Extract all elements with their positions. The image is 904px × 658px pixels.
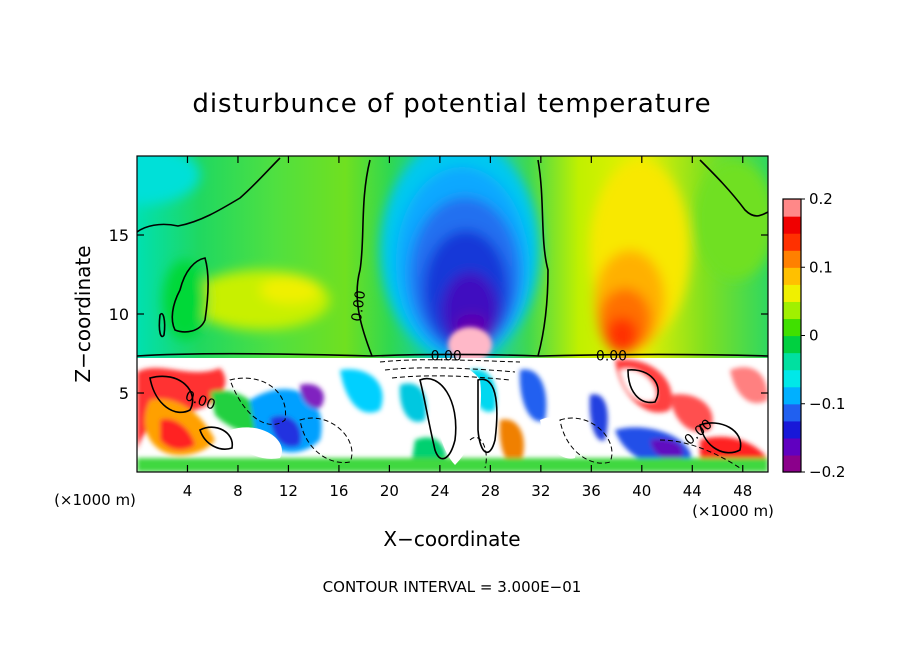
y-axis-ticks: 5 10 15 xyxy=(109,226,768,403)
colorbar-tick-label: 0.1 xyxy=(809,258,833,276)
colorbar-bin xyxy=(783,454,801,473)
x-tick-label: 12 xyxy=(279,482,298,500)
x-tick-label: 36 xyxy=(582,482,601,500)
x-axis-label: X−coordinate xyxy=(383,527,520,551)
colorbar: 0.2 0.1 0 −0.1 −0.2 xyxy=(782,190,845,481)
x-tick-label: 44 xyxy=(683,482,702,500)
colorbar-bin xyxy=(783,267,801,285)
contour-label: 0.00 xyxy=(596,349,627,365)
contour-interval-note: CONTOUR INTERVAL = 3.000E−01 xyxy=(323,578,582,596)
chart-title: disturbunce of potential temperature xyxy=(192,89,711,119)
y-tick-label: 15 xyxy=(109,226,129,245)
x-axis-ticks: 4 8 12 16 20 24 28 32 36 40 44 48 xyxy=(183,156,752,500)
colorbar-bin xyxy=(783,403,801,422)
colorbar-bin xyxy=(783,369,801,388)
colorbar-bin xyxy=(783,250,801,268)
colorbar-bin xyxy=(783,437,801,456)
y-tick-label: 5 xyxy=(119,384,129,403)
x-tick-label: 24 xyxy=(430,482,449,500)
colorbar-bin xyxy=(783,352,801,371)
contour-label: 0.00 xyxy=(349,290,369,323)
contour-lines-dashed xyxy=(229,359,741,469)
colorbar-tick-label: 0.2 xyxy=(809,190,833,208)
x-tick-label: 28 xyxy=(481,482,500,500)
contour-label: 0.00 xyxy=(431,349,462,365)
x-unit-left: (×1000 m) xyxy=(54,491,136,509)
x-tick-label: 4 xyxy=(183,482,193,500)
upper-blobs xyxy=(137,156,768,360)
plot-area: 0.000.00 0.000.000.00 xyxy=(137,156,768,472)
colorbar-bin xyxy=(783,284,801,302)
x-tick-label: 20 xyxy=(380,482,399,500)
colorbar-bin xyxy=(783,420,801,439)
colorbar-tick-label: 0 xyxy=(809,327,819,345)
x-tick-label: 48 xyxy=(733,482,752,500)
colorbar-bin xyxy=(783,216,801,234)
colorbar-bin xyxy=(783,233,801,251)
x-tick-label: 32 xyxy=(531,482,550,500)
colorbar-bin xyxy=(783,318,801,337)
colorbar-bin xyxy=(783,386,801,405)
colorbar-bin xyxy=(783,301,801,320)
colorbar-tick-label: −0.1 xyxy=(809,395,845,413)
contour-lines xyxy=(137,157,768,460)
colorbar-bin xyxy=(783,335,801,354)
y-tick-label: 10 xyxy=(109,305,129,324)
colorbar-bin xyxy=(783,199,801,217)
x-unit-right: (×1000 m) xyxy=(692,502,774,520)
x-tick-label: 40 xyxy=(632,482,651,500)
x-tick-label: 16 xyxy=(329,482,348,500)
x-tick-label: 8 xyxy=(233,482,243,500)
y-axis-label: Z−coordinate xyxy=(71,245,95,382)
colorbar-tick-label: −0.2 xyxy=(809,463,845,481)
